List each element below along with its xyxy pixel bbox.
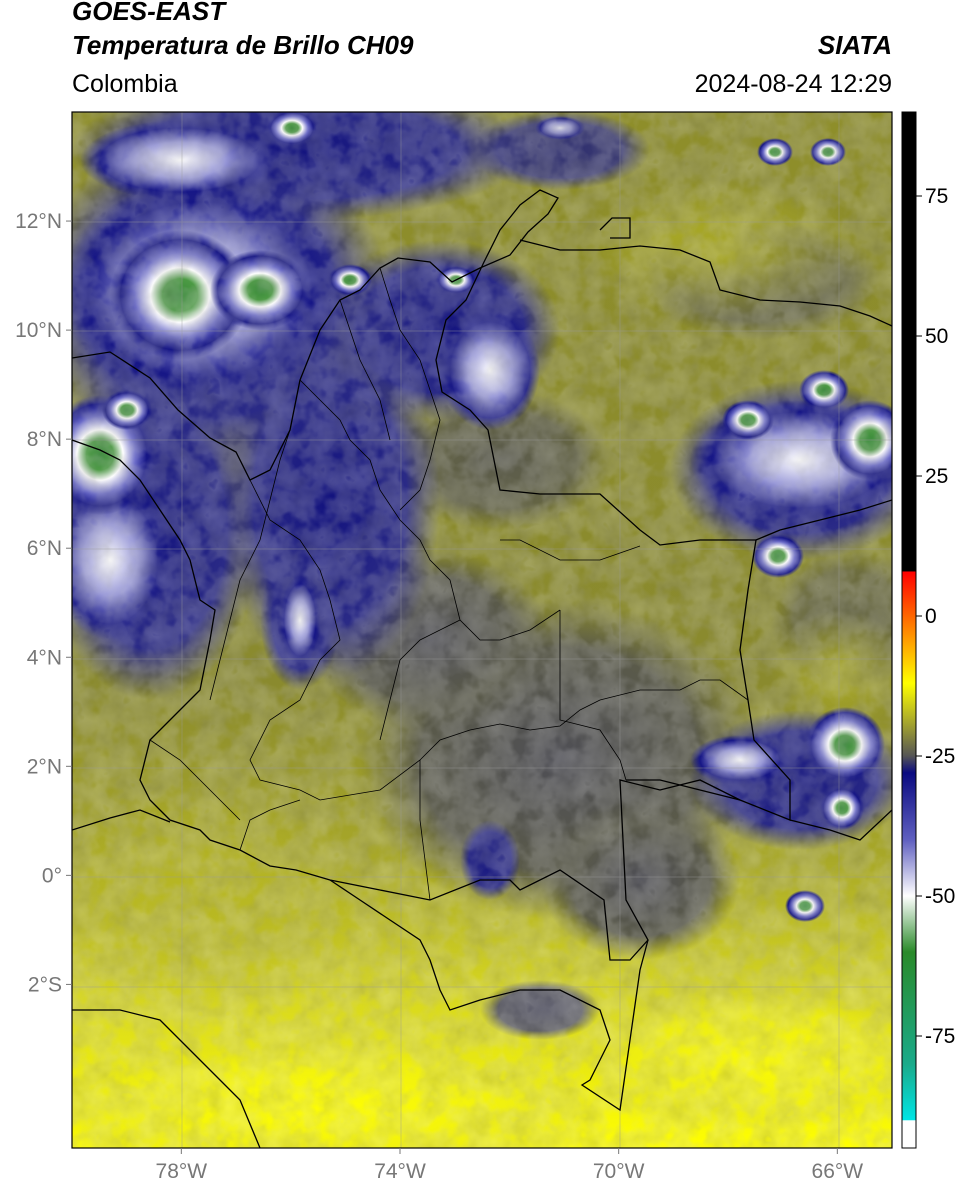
colorbar-tick-label: -25 <box>925 745 955 768</box>
colorbar: 75 50 25 0 -25 -50 -75 <box>901 111 955 1149</box>
lat-tick-label: 2°S <box>28 973 62 996</box>
colorbar-ticks: 75 50 25 0 -25 -50 -75 <box>916 185 955 1048</box>
lat-tick-label: 2°N <box>27 755 62 778</box>
region-label: Colombia <box>72 70 178 98</box>
country-borders <box>72 189 892 1148</box>
lon-tick-label: 66°W <box>812 1160 864 1183</box>
map-subtitle: Temperatura de Brillo CH09 <box>72 30 414 60</box>
department-borders <box>149 267 749 901</box>
lon-tick-label: 74°W <box>374 1160 426 1183</box>
graticule <box>72 112 892 1148</box>
imagery-layer <box>72 112 892 1148</box>
map-frame <box>71 111 893 1149</box>
source-label: SIATA <box>817 30 892 60</box>
lon-tick-label: 70°W <box>593 1160 645 1183</box>
timestamp: 2024-08-24 12:29 <box>694 70 892 98</box>
lat-tick-label: 8°N <box>27 428 62 451</box>
latitude-axis: 12°N 10°N 8°N 6°N 4°N 2°N 0° 2°S <box>15 210 72 996</box>
colorbar-tick-label: 0 <box>925 605 937 628</box>
lon-tick-label: 78°W <box>156 1160 208 1183</box>
lat-tick-label: 6°N <box>27 537 62 560</box>
colorbar-tick-label: 50 <box>925 325 948 348</box>
colorbar-tick-label: 75 <box>925 185 948 208</box>
colorbar-tick-label: -50 <box>925 885 955 908</box>
lat-tick-label: 12°N <box>15 210 62 233</box>
lat-tick-label: 0° <box>42 864 62 887</box>
colorbar-tick-label: 25 <box>925 465 948 488</box>
map-title: GOES-EAST <box>72 0 226 26</box>
lat-tick-label: 4°N <box>27 646 62 669</box>
lat-tick-label: 10°N <box>15 319 62 342</box>
longitude-axis: 78°W 74°W 70°W 66°W <box>156 1148 864 1183</box>
colorbar-tick-label: -75 <box>925 1025 955 1048</box>
